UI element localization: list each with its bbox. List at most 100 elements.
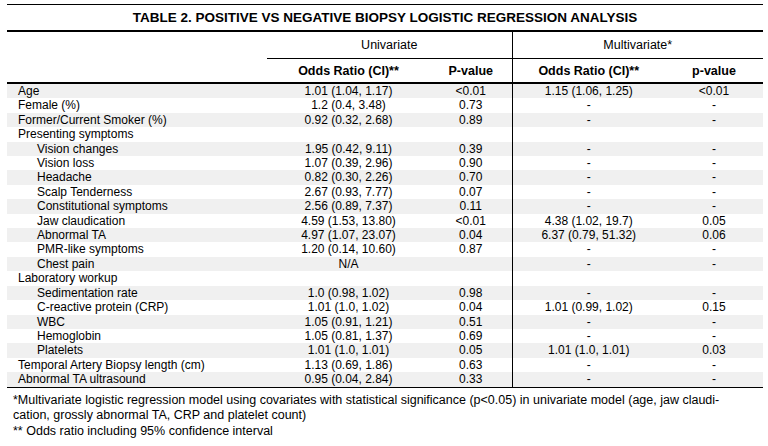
row-label: Constitutional symptoms [7,199,267,213]
cell-multivariate-p: - [665,142,763,156]
table-2-page: TABLE 2. POSITIVE VS NEGATIVE BIOPSY LOG… [7,4,763,446]
column-group-row: Univariate Multivariate* [7,31,763,59]
cell-multivariate-or: - [512,156,665,170]
cell-multivariate-p: - [665,372,763,387]
cell-multivariate-p: - [665,98,763,112]
cell-multivariate-or: - [512,142,665,156]
row-label: Scalp Tenderness [7,185,267,199]
cell-univariate-p: <0.01 [430,83,512,98]
row-label: C-reactive protein (CRP) [7,300,267,314]
cell-multivariate-or: - [512,170,665,184]
cell-univariate-p: 0.89 [430,113,512,127]
row-label: Platelets [7,343,267,357]
cell-multivariate-p: - [665,315,763,329]
cell-univariate-p: 0.07 [430,185,512,199]
footnotes: *Multivariate logistic regression model … [7,388,762,446]
cell-multivariate-p [665,271,763,285]
cell-univariate-or: 2.56 (0.89, 7.37) [267,199,430,213]
cell-multivariate-or: - [512,242,665,256]
cell-multivariate-or: - [512,113,665,127]
row-label: Presenting symptoms [7,127,267,141]
cell-multivariate-p: 0.03 [665,343,763,357]
cell-univariate-or: 1.0 (0.98, 1.02) [267,286,430,300]
cell-multivariate-or: 1.01 (1.0, 1.01) [512,343,665,357]
table-row: Chest painN/A-- [7,257,763,271]
cell-multivariate-p: - [665,156,763,170]
cell-univariate-p [430,127,512,141]
row-label: Laboratory workup [7,271,267,285]
cell-univariate-p: 0.90 [430,156,512,170]
cell-univariate-p: 0.11 [430,199,512,213]
footnote-line-2: cation, grossly abnormal TA, CRP and pla… [13,408,762,424]
cell-multivariate-p: - [665,170,763,184]
cell-univariate-p: 0.04 [430,300,512,314]
cell-multivariate-p [665,127,763,141]
cell-multivariate-or: - [512,257,665,271]
cell-multivariate-or: 4.38 (1.02, 19.7) [512,214,665,228]
cell-multivariate-or: 6.37 (0.79, 51.32) [512,228,665,242]
cell-multivariate-or: - [512,358,665,372]
cell-multivariate-p: - [665,113,763,127]
col-header-multivariate-or: Odds Ratio (CI)** [512,59,665,84]
cell-multivariate-p: <0.01 [665,83,763,98]
cell-multivariate-p: 0.15 [665,300,763,314]
cell-multivariate-p: - [665,286,763,300]
row-label: PMR-like symptoms [7,242,267,256]
cell-multivariate-or [512,127,665,141]
cell-univariate-or: 1.01 (1.04, 1.17) [267,83,430,98]
table-row: PMR-like symptoms1.20 (0.14, 10.60)0.87-… [7,242,763,256]
table-row: C-reactive protein (CRP)1.01 (1.0, 1.02)… [7,300,763,314]
cell-multivariate-p: - [665,199,763,213]
cell-multivariate-p: - [665,329,763,343]
table-row: Vision changes1.95 (0.42, 9.11)0.39-- [7,142,763,156]
table-row: Constitutional symptoms2.56 (0.89, 7.37)… [7,199,763,213]
cell-multivariate-or: 1.01 (0.99, 1.02) [512,300,665,314]
cell-univariate-or: 1.05 (0.81, 1.37) [267,329,430,343]
cell-univariate-or: 1.20 (0.14, 10.60) [267,242,430,256]
row-label-header [7,59,267,84]
cell-univariate-or: 1.05 (0.91, 1.21) [267,315,430,329]
cell-univariate-p: 0.70 [430,170,512,184]
table-row: Presenting symptoms [7,127,763,141]
regression-table: TABLE 2. POSITIVE VS NEGATIVE BIOPSY LOG… [7,4,763,388]
cell-multivariate-or: - [512,98,665,112]
table-row: Jaw claudication4.59 (1.53, 13.80)<0.014… [7,214,763,228]
cell-multivariate-or: - [512,286,665,300]
footnote-line-3: ** Odds ratio including 95% confidence i… [13,424,762,440]
cell-univariate-or: 1.01 (1.0, 1.01) [267,343,430,357]
cell-univariate-p: 0.33 [430,372,512,387]
cell-multivariate-p: 0.06 [665,228,763,242]
column-group-univariate: Univariate [267,31,512,59]
row-label: WBC [7,315,267,329]
cell-multivariate-or: - [512,199,665,213]
cell-univariate-p: 0.73 [430,98,512,112]
table-row: WBC1.05 (0.91, 1.21)0.51-- [7,315,763,329]
table-row: Headache0.82 (0.30, 2.26)0.70-- [7,170,763,184]
row-label: Age [7,83,267,98]
cell-univariate-or: 2.67 (0.93, 7.77) [267,185,430,199]
row-label: Sedimentation rate [7,286,267,300]
table-row: Female (%)1.2 (0.4, 3.48)0.73-- [7,98,763,112]
col-header-univariate-or: Odds Ratio (CI)** [267,59,430,84]
col-header-univariate-p: P-value [430,59,512,84]
cell-multivariate-or: - [512,315,665,329]
row-label-header-spacer [7,31,267,59]
cell-univariate-or: 1.07 (0.39, 2.96) [267,156,430,170]
cell-univariate-p: 0.04 [430,228,512,242]
cell-univariate-p: <0.01 [430,214,512,228]
cell-univariate-or: 0.82 (0.30, 2.26) [267,170,430,184]
cell-univariate-p: 0.51 [430,315,512,329]
cell-univariate-or: 1.01 (1.0, 1.02) [267,300,430,314]
title-row: TABLE 2. POSITIVE VS NEGATIVE BIOPSY LOG… [7,5,763,32]
cell-univariate-p: 0.63 [430,358,512,372]
row-label: Temporal Artery Biopsy length (cm) [7,358,267,372]
footnote-line-1: *Multivariate logistic regression model … [13,393,762,409]
cell-multivariate-p: - [665,257,763,271]
table-row: Scalp Tenderness2.67 (0.93, 7.77)0.07-- [7,185,763,199]
cell-univariate-or [267,127,430,141]
row-label: Jaw claudication [7,214,267,228]
table-row: Age1.01 (1.04, 1.17)<0.011.15 (1.06, 1.2… [7,83,763,98]
cell-univariate-or [267,271,430,285]
col-header-multivariate-p: p-value [665,59,763,84]
cell-univariate-or: 1.2 (0.4, 3.48) [267,98,430,112]
